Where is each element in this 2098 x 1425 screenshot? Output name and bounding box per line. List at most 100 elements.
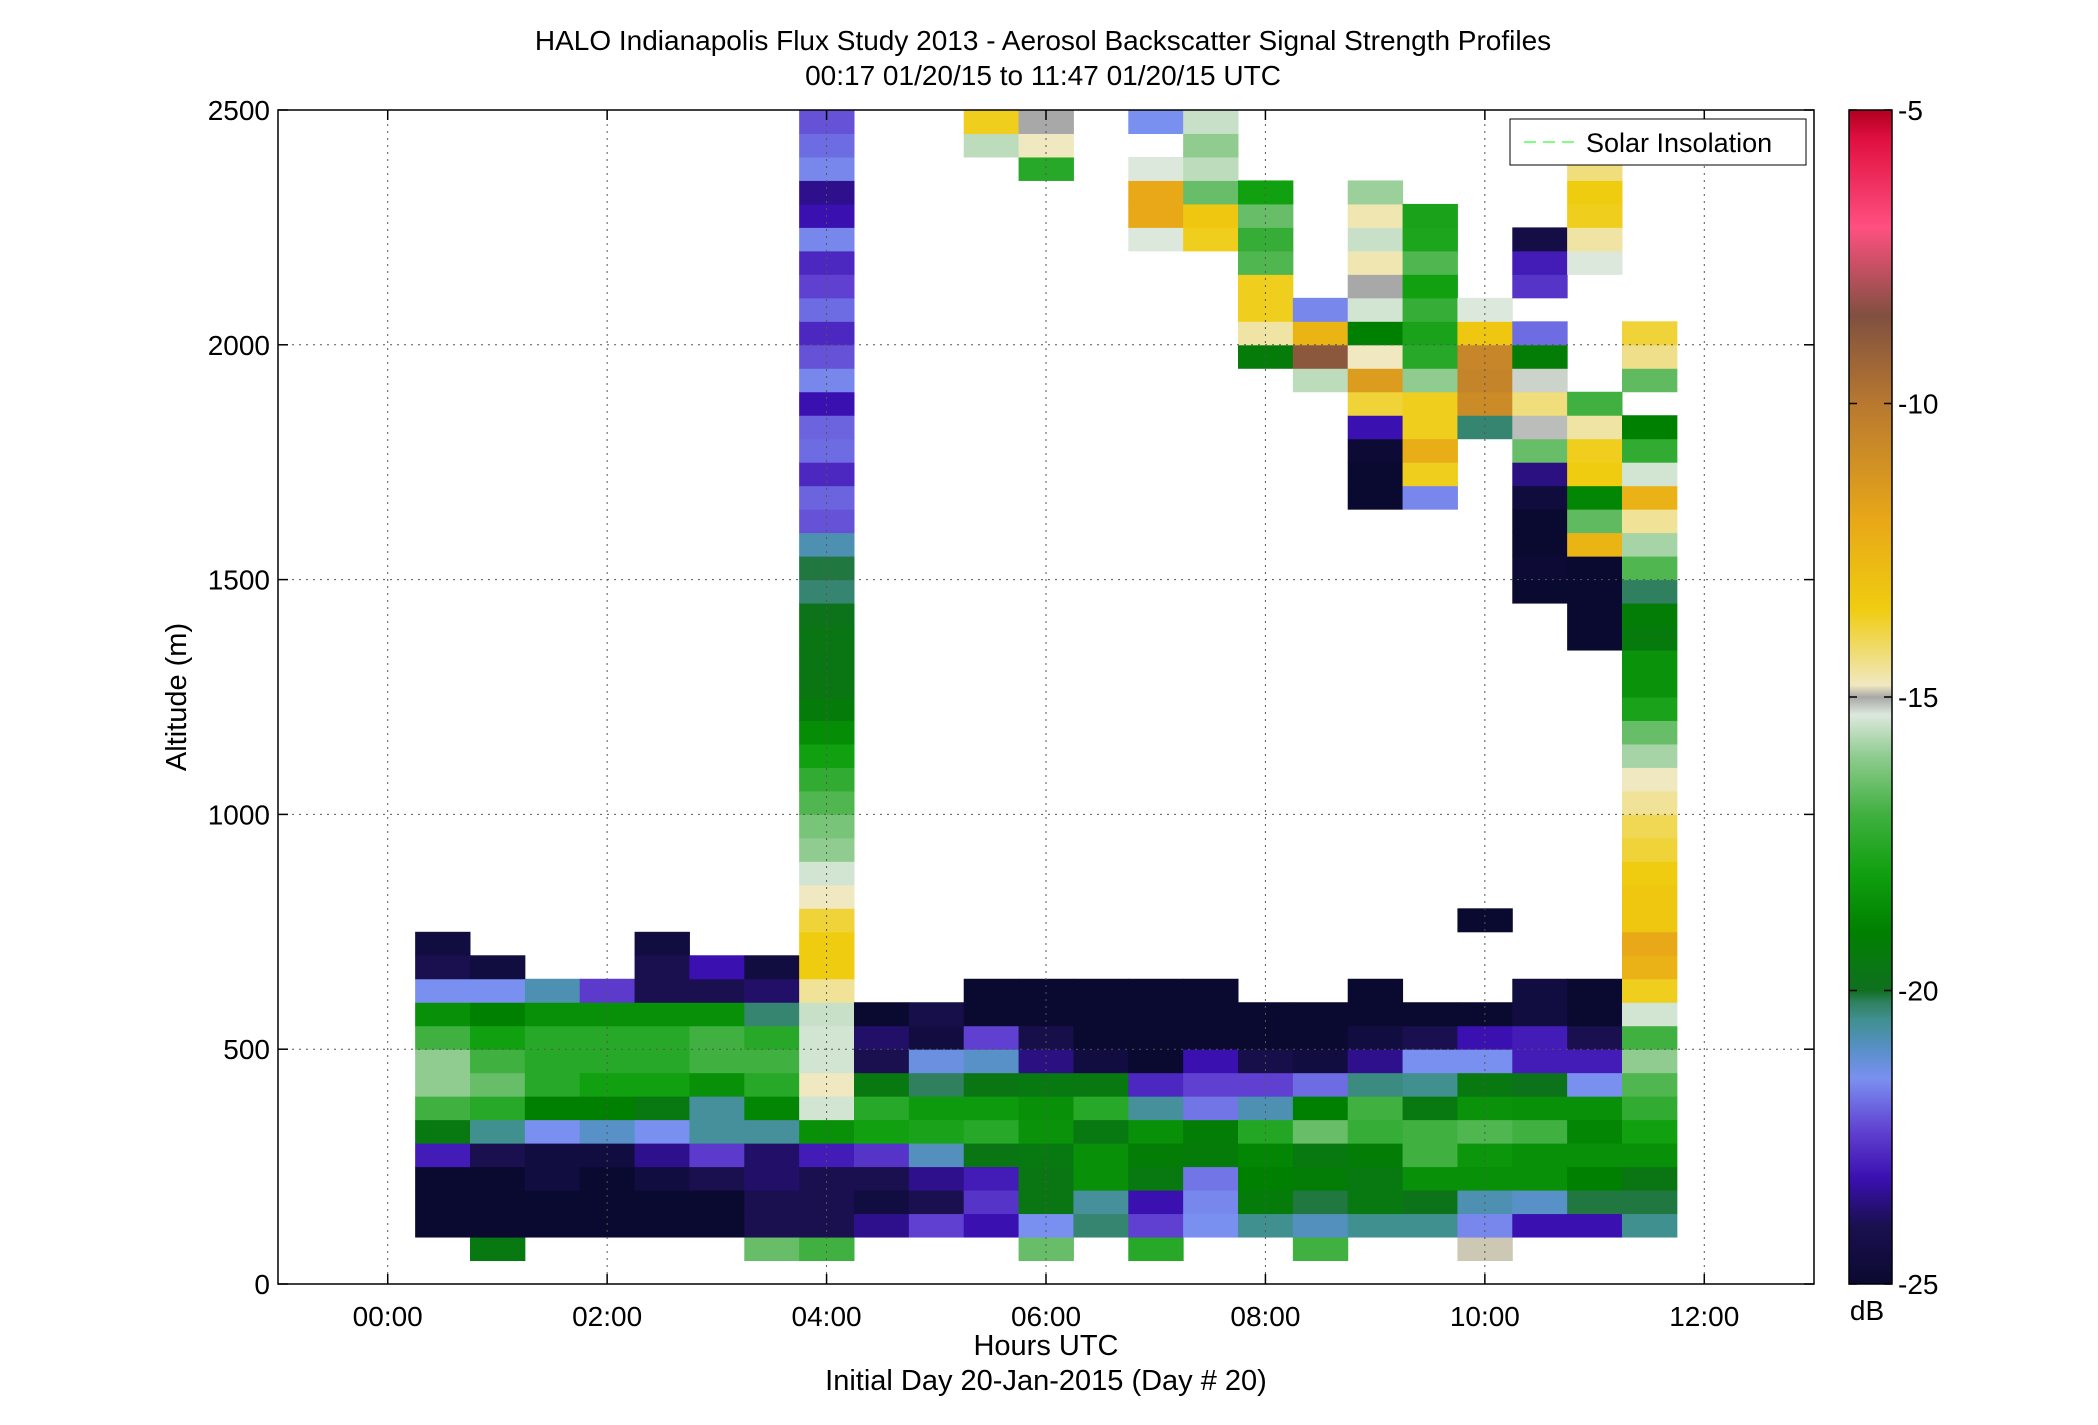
- heatmap-cell: [963, 1072, 1020, 1097]
- heatmap-cell: [1622, 861, 1678, 886]
- heatmap-cell: [1567, 556, 1623, 581]
- heatmap-cell: [1292, 1166, 1349, 1191]
- heatmap-cell: [1018, 1237, 1074, 1262]
- heatmap-cell: [799, 415, 855, 440]
- heatmap-cell: [1512, 1049, 1568, 1074]
- heatmap-cell: [1622, 1143, 1678, 1168]
- heatmap-cell: [1292, 1002, 1349, 1027]
- heatmap-cell: [524, 1072, 581, 1097]
- heatmap-cell: [634, 1143, 690, 1168]
- heatmap-cell: [1567, 1213, 1623, 1238]
- heatmap-cell: [799, 1096, 855, 1121]
- legend: Solar Insolation: [1509, 118, 1807, 166]
- heatmap-cell: [1183, 227, 1239, 252]
- heatmap-cell: [1238, 1049, 1294, 1074]
- heatmap-cell: [744, 1190, 800, 1215]
- heatmap-cell: [1402, 297, 1458, 322]
- heatmap-cell: [799, 321, 855, 346]
- heatmap-cell: [1402, 321, 1458, 346]
- heatmap-cell: [1512, 1166, 1568, 1191]
- heatmap-cell: [1512, 250, 1568, 275]
- heatmap-cell: [579, 1166, 636, 1191]
- heatmap-cell: [908, 1143, 965, 1168]
- heatmap-cell: [470, 1072, 526, 1097]
- heatmap-cell: [415, 1049, 471, 1074]
- heatmap-cell: [415, 978, 471, 1003]
- heatmap-cell: [1347, 1143, 1404, 1168]
- heatmap-cell: [1183, 1002, 1239, 1027]
- heatmap-cell: [1347, 1049, 1404, 1074]
- heatmap-cell: [1622, 1025, 1678, 1050]
- heatmap-cell: [799, 1119, 855, 1144]
- heatmap-cell: [634, 1190, 690, 1215]
- heatmap-cell: [963, 1166, 1020, 1191]
- heatmap-cell: [1457, 1237, 1513, 1262]
- heatmap-cell: [854, 1002, 910, 1027]
- heatmap-cell: [1622, 743, 1678, 768]
- heatmap-cell: [854, 1096, 910, 1121]
- heatmap-cell: [1347, 250, 1404, 275]
- heatmap-cell: [1347, 1025, 1404, 1050]
- heatmap-cell: [1512, 227, 1568, 252]
- heatmap-cell: [1567, 415, 1623, 440]
- heatmap-cell: [524, 1002, 581, 1027]
- heatmap-cell: [1073, 1072, 1129, 1097]
- heatmap-cell: [908, 1025, 965, 1050]
- heatmap-cell: [1402, 1096, 1458, 1121]
- heatmap-cell: [799, 1237, 855, 1262]
- heatmap-cell: [963, 1025, 1020, 1050]
- heatmap-cell: [1567, 485, 1623, 510]
- colorbar-tick-label: -25: [1898, 1269, 1938, 1300]
- heatmap-cell: [415, 1072, 471, 1097]
- heatmap-cell: [1238, 1119, 1294, 1144]
- heatmap-cell: [1567, 1049, 1623, 1074]
- heatmap-cell: [1347, 1002, 1404, 1027]
- heatmap-cell: [1128, 1002, 1184, 1027]
- heatmap-cell: [415, 1166, 471, 1191]
- heatmap-cell: [744, 1072, 800, 1097]
- heatmap-cell: [908, 1049, 965, 1074]
- heatmap-cell: [1622, 368, 1678, 393]
- heatmap-cell: [1292, 368, 1349, 393]
- heatmap-cell: [1183, 1072, 1239, 1097]
- heatmap-cell: [415, 1002, 471, 1027]
- heatmap-cell: [634, 1049, 690, 1074]
- heatmap-cell: [1128, 1143, 1184, 1168]
- heatmap-cell: [1347, 485, 1404, 510]
- heatmap-cell: [1347, 1072, 1404, 1097]
- heatmap-cell: [470, 1213, 526, 1238]
- heatmap-cell: [799, 438, 855, 463]
- heatmap-cell: [579, 1096, 636, 1121]
- heatmap-cell: [1622, 978, 1678, 1003]
- heatmap-cell: [1292, 1237, 1349, 1262]
- heatmap-cell: [1128, 1049, 1184, 1074]
- heatmap-cell: [1402, 1166, 1458, 1191]
- heatmap-cell: [1457, 321, 1513, 346]
- heatmap-cell: [1457, 1213, 1513, 1238]
- heatmap-cell: [1018, 1166, 1074, 1191]
- heatmap-cell: [1567, 978, 1623, 1003]
- heatmap-cell: [908, 1190, 965, 1215]
- heatmap-cell: [1567, 391, 1623, 416]
- heatmap-cell: [524, 978, 581, 1003]
- heatmap-cell: [1512, 978, 1568, 1003]
- heatmap-cell: [1567, 509, 1623, 534]
- heatmap-cell: [1347, 1096, 1404, 1121]
- heatmap-cell: [1183, 133, 1239, 158]
- heatmap-cell: [1622, 814, 1678, 839]
- heatmap-cell: [1183, 978, 1239, 1003]
- heatmap-cell: [1622, 603, 1678, 628]
- heatmap-cell: [1238, 1166, 1294, 1191]
- x-axis-label: Hours UTC: [973, 1330, 1118, 1362]
- heatmap-cell: [963, 1049, 1020, 1074]
- heatmap-cell: [470, 1166, 526, 1191]
- heatmap-cell: [1567, 1025, 1623, 1050]
- heatmap-cell: [1183, 1213, 1239, 1238]
- heatmap-cell: [1512, 1143, 1568, 1168]
- heatmap-cell: [1512, 485, 1568, 510]
- heatmap-cell: [1128, 1166, 1184, 1191]
- heatmap-cell: [799, 485, 855, 510]
- heatmap-cell: [1128, 1237, 1184, 1262]
- heatmap-cell: [524, 1119, 581, 1144]
- heatmap-cell: [799, 1143, 855, 1168]
